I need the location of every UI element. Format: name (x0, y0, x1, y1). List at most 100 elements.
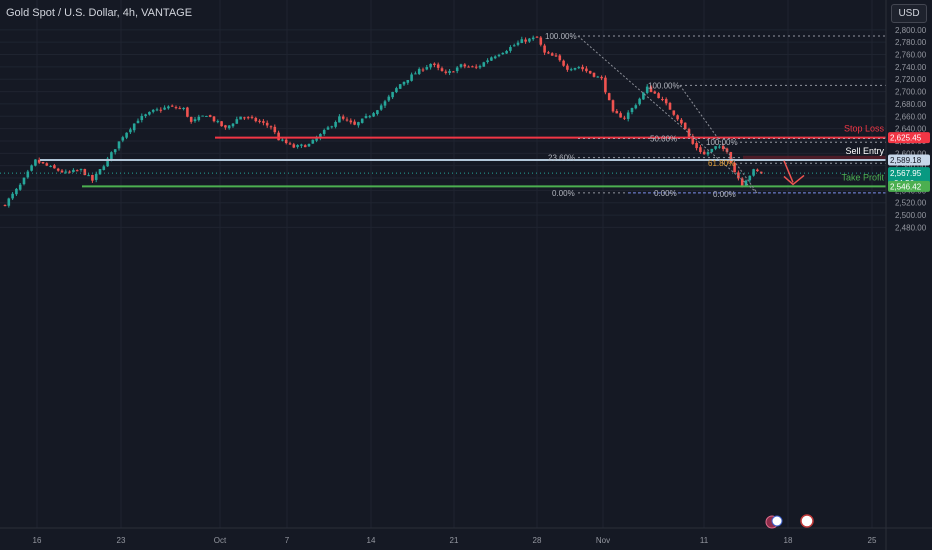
candle-body (125, 132, 128, 138)
candle-body (642, 92, 645, 100)
candle-body (759, 171, 763, 174)
candle-body (341, 116, 345, 119)
candle-body (417, 68, 421, 74)
x-tick-label: 16 (33, 536, 42, 545)
candle-body (687, 129, 691, 137)
candle-body (653, 91, 657, 94)
candle-body (626, 112, 630, 119)
candle-body (721, 145, 725, 150)
candle-body (512, 45, 516, 47)
candle-body (110, 152, 113, 160)
candle-body (338, 116, 341, 123)
candle-body (471, 66, 474, 68)
candle-body (710, 148, 714, 152)
candle-body (729, 152, 733, 163)
candle-body (53, 165, 56, 169)
candle-body (664, 99, 668, 104)
candle-body (193, 119, 197, 122)
candle-body (330, 126, 334, 128)
candle-body (756, 169, 759, 172)
candle-body (227, 125, 231, 129)
candle-body (307, 143, 311, 147)
candle-body (573, 67, 577, 70)
candle-body (364, 116, 368, 118)
candle-body (592, 72, 596, 77)
candle-body (155, 109, 159, 111)
candle-body (585, 68, 588, 72)
currency-button[interactable]: USD (891, 4, 927, 23)
candle-body (569, 69, 573, 71)
y-tick-label: 2,500.00 (895, 211, 927, 220)
candle-body (277, 132, 280, 141)
symbol-title[interactable]: Gold Spot / U.S. Dollar, 4h, VANTAGE (6, 7, 193, 19)
candle-body (376, 110, 379, 114)
take-profit-label: Take Profit (841, 172, 884, 182)
candle-body (254, 117, 258, 122)
candle-body (414, 73, 417, 75)
candle-body (566, 65, 569, 70)
candle-body (136, 120, 140, 124)
candle-body (615, 111, 619, 114)
candle-body (45, 163, 49, 166)
candle-body (391, 91, 394, 98)
candle-body (117, 141, 121, 149)
candle-body (486, 60, 489, 63)
x-tick-label: 14 (367, 536, 376, 545)
y-tick-label: 2,700.00 (895, 88, 927, 97)
candle-body (326, 127, 330, 130)
candle-body (269, 126, 273, 128)
candle-body (718, 146, 721, 148)
candle-body (645, 86, 649, 93)
candle-body (83, 169, 87, 176)
candle-body (455, 67, 459, 72)
candle-body (121, 137, 125, 141)
candle-body (714, 146, 717, 149)
y-tick-label: 2,720.00 (895, 75, 927, 84)
candle-body (657, 93, 660, 99)
candle-body (262, 121, 265, 123)
candle-body (79, 168, 83, 170)
x-tick-label: 28 (533, 536, 542, 545)
candle-body (607, 93, 611, 101)
candle-body (94, 173, 98, 180)
candle-body (733, 162, 736, 173)
candle-body (140, 115, 144, 121)
candle-body (167, 106, 170, 109)
candle-body (197, 116, 201, 121)
candle-body (520, 39, 524, 44)
candle-body (75, 170, 79, 172)
candle-body (273, 126, 277, 133)
candle-body (630, 108, 634, 113)
candle-body (474, 66, 478, 68)
stop-loss-label: Stop Loss (844, 124, 885, 134)
candle-body (604, 77, 607, 93)
projection-arrow-head (783, 174, 805, 186)
candle-body (37, 159, 41, 163)
fib-minor-label-0: 0.00% (654, 189, 677, 198)
candle-body (680, 119, 683, 124)
fib-label-100: 100.00% (545, 32, 577, 41)
candle-body (748, 175, 752, 181)
candle-body (205, 115, 208, 117)
candle-body (163, 107, 166, 110)
candle-body (68, 171, 71, 173)
candle-body (182, 107, 185, 110)
candle-body (406, 79, 410, 83)
candle-body (303, 145, 307, 148)
candle-body (357, 122, 360, 126)
candle-body (596, 76, 600, 78)
candle-body (535, 36, 539, 38)
candle-body (250, 116, 254, 118)
candle-body (497, 54, 501, 57)
candle-body (452, 71, 455, 73)
x-tick-label: 7 (285, 536, 290, 545)
y-tick-label: 2,580.00 (895, 162, 927, 171)
x-tick-label: Nov (596, 536, 610, 545)
candle-body (178, 108, 182, 110)
candle-body (41, 161, 45, 164)
x-tick-label: 23 (117, 536, 126, 545)
candle-body (22, 177, 26, 185)
candle-body (539, 37, 543, 45)
